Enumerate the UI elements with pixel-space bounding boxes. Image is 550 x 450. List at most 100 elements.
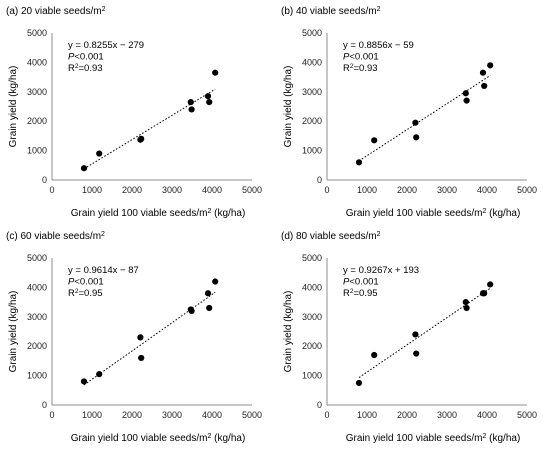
y-tick-label: 1000 — [27, 371, 47, 381]
data-point — [80, 378, 88, 385]
p-value: P<0.001 — [68, 277, 104, 288]
x-axis-label-sup: 2 — [207, 433, 211, 440]
panel-title-sup: 2 — [377, 231, 381, 238]
trend-line — [358, 75, 491, 162]
r-squared: R2=0.95 — [68, 288, 103, 300]
x-tick-label: 2000 — [397, 410, 417, 420]
data-point — [138, 354, 145, 362]
scatter-chart: (a) 20 viable seeds/m20 1000 2000 3000 4000 5… — [6, 6, 262, 220]
y-tick-label: 5000 — [302, 28, 322, 38]
y-tick-label: 2000 — [302, 116, 322, 126]
data-point — [412, 331, 419, 338]
r-squared-label: R — [343, 288, 350, 299]
x-axis-label-text: Grain yield 100 viable seeds/m — [71, 433, 208, 444]
y-tick-label: 3000 — [27, 312, 47, 322]
regression-equation: y = 0.8856x − 59 — [343, 40, 414, 51]
x-tick-label: 3000 — [162, 185, 182, 195]
data-point — [355, 379, 363, 387]
data-point — [188, 307, 195, 315]
data-point — [487, 62, 494, 69]
panel-c: (c) 60 viable seeds/m2 0 1000 2000 3000 4000 5… — [0, 225, 275, 450]
y-axis-label: Grain yield (kg/ha) — [283, 66, 294, 148]
x-axis-label: Grain yield 100 viable seeds/m2 (kg/ha) — [71, 433, 246, 445]
x-tick-label: 5000 — [517, 185, 537, 195]
x-tick-label: 2000 — [122, 410, 142, 420]
data-point — [204, 93, 212, 100]
x-axis-label: Grain yield 100 viable seeds/m2 (kg/ha) — [71, 208, 246, 220]
data-point — [212, 278, 219, 285]
r-squared-label: R — [343, 63, 350, 74]
data-point — [188, 106, 195, 113]
y-tick-label: 1000 — [302, 146, 322, 156]
x-tick-label: 1000 — [82, 185, 102, 195]
p-value-text: <0.001 — [349, 277, 378, 288]
y-tick-label: 5000 — [302, 253, 322, 263]
data-point — [481, 290, 488, 297]
x-tick-label: 1000 — [357, 185, 377, 195]
trend-line — [83, 291, 216, 386]
data-point — [462, 299, 469, 306]
x-tick-label: 2000 — [397, 185, 417, 195]
data-point — [462, 90, 469, 97]
data-point — [212, 69, 219, 76]
x-axis-label-sup: 2 — [482, 433, 486, 440]
x-tick-label: 4000 — [202, 185, 222, 195]
panel-title-sup: 2 — [377, 6, 381, 13]
data-point — [355, 159, 363, 166]
x-axis-label: Grain yield 100 viable seeds/m2 (kg/ha) — [346, 433, 521, 445]
data-point — [206, 98, 213, 106]
x-tick-label: 0 — [324, 410, 329, 420]
trend-line — [83, 88, 216, 170]
x-axis-label-text: Grain yield 100 viable seeds/m — [71, 208, 208, 219]
y-tick-label: 0 — [42, 175, 47, 185]
r-squared-label: R — [68, 288, 75, 299]
data-point — [463, 97, 470, 104]
data-point — [371, 351, 378, 359]
r-squared-value: =0.93 — [354, 63, 378, 74]
y-tick-label: 3000 — [302, 312, 322, 322]
scatter-chart: (c) 60 viable seeds/m20 1000 2000 3000 4000 5… — [6, 231, 262, 445]
x-tick-label: 1000 — [357, 410, 377, 420]
y-tick-label: 3000 — [27, 87, 47, 97]
panel-title-text: (b) 40 viable seeds/m — [281, 6, 377, 17]
regression-equation: y = 0.9267x + 193 — [343, 265, 419, 276]
scatter-chart: (b) 40 viable seeds/m20 1000 2000 3000 4000 5… — [281, 6, 537, 220]
p-value-text: <0.001 — [349, 52, 378, 63]
x-tick-label: 5000 — [517, 410, 537, 420]
y-axis-label: Grain yield (kg/ha) — [8, 66, 19, 148]
r-squared-value: =0.93 — [79, 63, 103, 74]
data-point — [80, 165, 88, 172]
x-axis-label-text: Grain yield 100 viable seeds/m — [346, 208, 483, 219]
p-value: P<0.001 — [343, 52, 379, 63]
x-tick-label: 0 — [49, 185, 54, 195]
p-value-label: P — [343, 277, 350, 288]
data-point — [137, 334, 144, 341]
regression-equation: y = 0.8255x − 279 — [68, 40, 144, 51]
data-point — [206, 304, 213, 312]
panel-title-sup: 2 — [102, 6, 106, 13]
y-tick-label: 0 — [42, 400, 47, 410]
r-squared-value: =0.95 — [354, 288, 378, 299]
y-axis-label: Grain yield (kg/ha) — [8, 291, 19, 373]
r-squared: R2=0.93 — [68, 63, 103, 75]
y-tick-label: 3000 — [302, 87, 322, 97]
scatter-chart: (d) 80 viable seeds/m20 1000 2000 3000 4000 5… — [281, 231, 537, 445]
data-point — [412, 119, 419, 126]
r-squared-sup: 2 — [350, 63, 354, 70]
data-point — [463, 304, 470, 312]
p-value: P<0.001 — [68, 52, 104, 63]
r-squared-sup: 2 — [350, 288, 354, 295]
data-point — [204, 290, 212, 297]
r-squared: R2=0.95 — [343, 288, 378, 300]
trend-line — [358, 287, 491, 378]
y-tick-label: 0 — [317, 175, 322, 185]
x-tick-label: 3000 — [437, 410, 457, 420]
x-axis-label-unit: (kg/ha) — [211, 208, 245, 219]
panel-a: (a) 20 viable seeds/m2 0 1000 2000 3000 4000 5… — [0, 0, 275, 225]
y-tick-label: 2000 — [27, 116, 47, 126]
panel-title: (a) 20 viable seeds/m2 — [6, 6, 106, 18]
y-axis-label: Grain yield (kg/ha) — [283, 291, 294, 373]
y-tick-label: 2000 — [302, 341, 322, 351]
x-tick-label: 0 — [324, 185, 329, 195]
